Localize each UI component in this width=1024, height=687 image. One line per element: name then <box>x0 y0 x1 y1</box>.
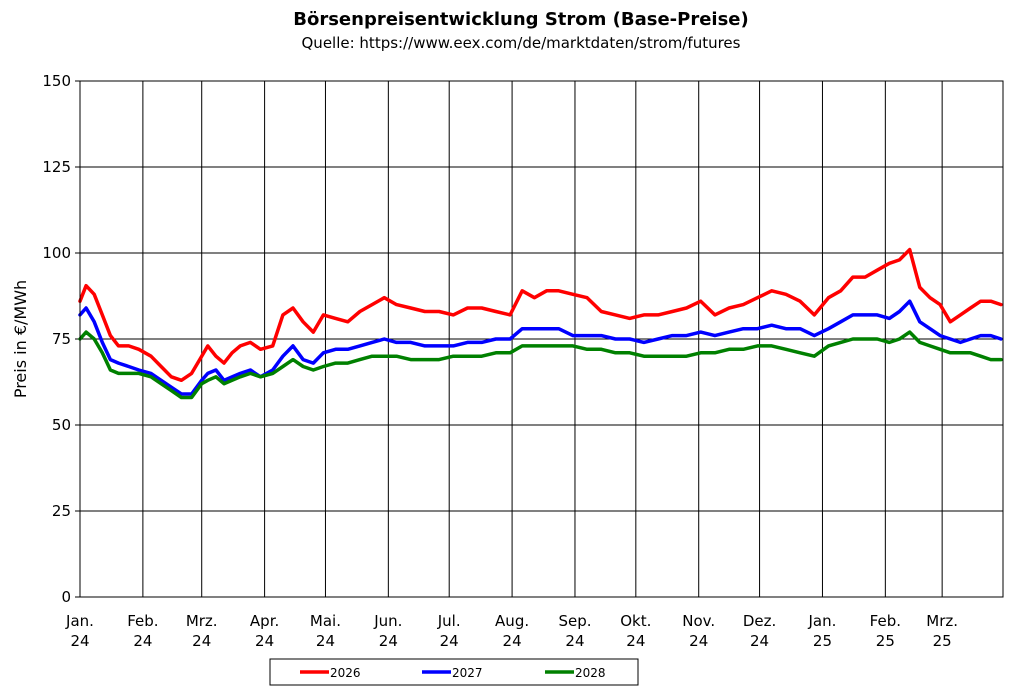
x-tick-label-month: Okt. <box>620 612 651 630</box>
x-tick-label-year: 24 <box>750 632 769 650</box>
x-tick-label-year: 25 <box>813 632 832 650</box>
legend: 2026 2027 2028 <box>269 658 639 686</box>
x-tick-label-year: 24 <box>689 632 708 650</box>
x-tick-label-year: 24 <box>70 632 89 650</box>
chart-subtitle: Quelle: https://www.eex.com/de/marktdate… <box>302 34 741 52</box>
x-tick-label-month: Nov. <box>682 612 715 630</box>
x-tick-label-month: Sep. <box>558 612 591 630</box>
legend-label-2028: 2028 <box>575 666 606 680</box>
legend-label-2027: 2027 <box>452 666 483 680</box>
x-tick-label-year: 24 <box>379 632 398 650</box>
x-tick-label-year: 24 <box>192 632 211 650</box>
y-tick-label: 100 <box>42 244 71 262</box>
legend-label-2026: 2026 <box>330 666 361 680</box>
x-axis-ticks: Jan. 24 Feb. 24 Mrz. 24 Apr. 24 Mai. 24 Jun. 24 Jul.… <box>65 612 958 650</box>
chart-title: Börsenpreisentwicklung Strom (Base-Preis… <box>293 9 748 30</box>
x-tick-label-month: Dez. <box>743 612 776 630</box>
x-tick-label-month: Jan. <box>808 612 837 630</box>
x-tick-label-year: 24 <box>133 632 152 650</box>
x-tick-label-month: Aug. <box>495 612 529 630</box>
y-axis-ticks: 0 25 50 75 100 125 150 <box>42 72 80 606</box>
y-tick-label: 75 <box>52 330 71 348</box>
x-tick-label-year: 24 <box>440 632 459 650</box>
legend-box <box>269 658 639 686</box>
plot-border <box>79 80 1004 598</box>
x-tick-label-month: Mai. <box>310 612 341 630</box>
y-tick-label: 50 <box>52 416 71 434</box>
x-tick-label-year: 25 <box>876 632 895 650</box>
series-line-2027 <box>78 299 1003 396</box>
y-tick-label: 150 <box>42 72 71 90</box>
x-tick-label-month: Apr. <box>250 612 279 630</box>
y-tick-label: 125 <box>42 158 71 176</box>
x-tick-label-year: 24 <box>255 632 274 650</box>
x-tick-label-year: 24 <box>503 632 522 650</box>
x-tick-label-month: Jun. <box>373 612 402 630</box>
x-tick-label-month: Mrz. <box>926 612 958 630</box>
x-tick-label-year: 25 <box>933 632 952 650</box>
series-lines <box>78 247 1003 400</box>
x-tick-label-month: Feb. <box>870 612 901 630</box>
x-tick-label-month: Feb. <box>127 612 158 630</box>
x-tick-label-year: 24 <box>316 632 335 650</box>
y-axis-label: Preis in €/MWh <box>11 280 30 398</box>
x-tick-label-year: 24 <box>626 632 645 650</box>
x-tick-label-month: Jan. <box>65 612 94 630</box>
series-line-2026 <box>78 247 1003 383</box>
y-tick-label: 0 <box>61 588 71 606</box>
x-tick-label-year: 24 <box>565 632 584 650</box>
y-tick-label: 25 <box>52 502 71 520</box>
series-line-2028 <box>78 330 1003 400</box>
x-tick-label-month: Mrz. <box>186 612 218 630</box>
x-tick-label-month: Jul. <box>437 612 461 630</box>
